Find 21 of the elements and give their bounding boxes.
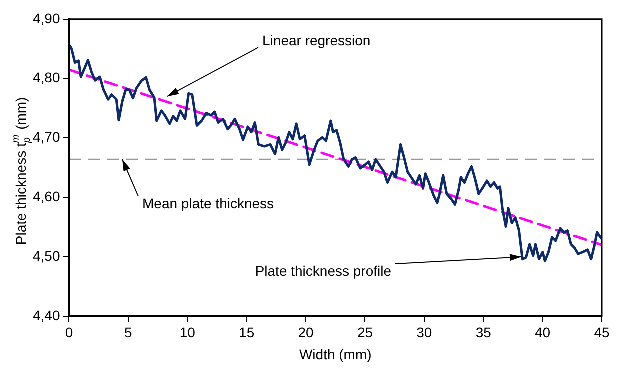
x-tick-label: 35 — [476, 324, 492, 341]
y-tick-label: 4,90 — [33, 10, 60, 26]
y-axis-title: Plate thickness tpm (mm) — [10, 97, 33, 246]
y-tick-label: 4,60 — [33, 188, 60, 204]
x-tick-label: 30 — [416, 324, 432, 341]
x-tick-label: 0 — [65, 324, 74, 341]
annotation: Mean plate thickness — [142, 195, 274, 212]
y-tick-label: 4,50 — [33, 248, 60, 264]
x-tick-label: 25 — [357, 324, 374, 341]
annotation: Linear regression — [262, 32, 371, 48]
x-tick-label: 15 — [239, 324, 255, 341]
x-tick-label: 10 — [180, 324, 196, 341]
y-tick-label: 4,80 — [33, 70, 60, 86]
x-tick-label: 20 — [298, 324, 314, 341]
y-tick-label: 4,70 — [33, 129, 60, 146]
x-tick-label: 45 — [594, 324, 610, 341]
x-tick-label: 40 — [535, 324, 551, 341]
x-tick-label: 5 — [124, 324, 133, 341]
annotation: Plate thickness profile — [255, 262, 392, 279]
y-tick-label: 4,40 — [33, 307, 60, 324]
x-axis-title: Width (mm) — [299, 346, 372, 362]
